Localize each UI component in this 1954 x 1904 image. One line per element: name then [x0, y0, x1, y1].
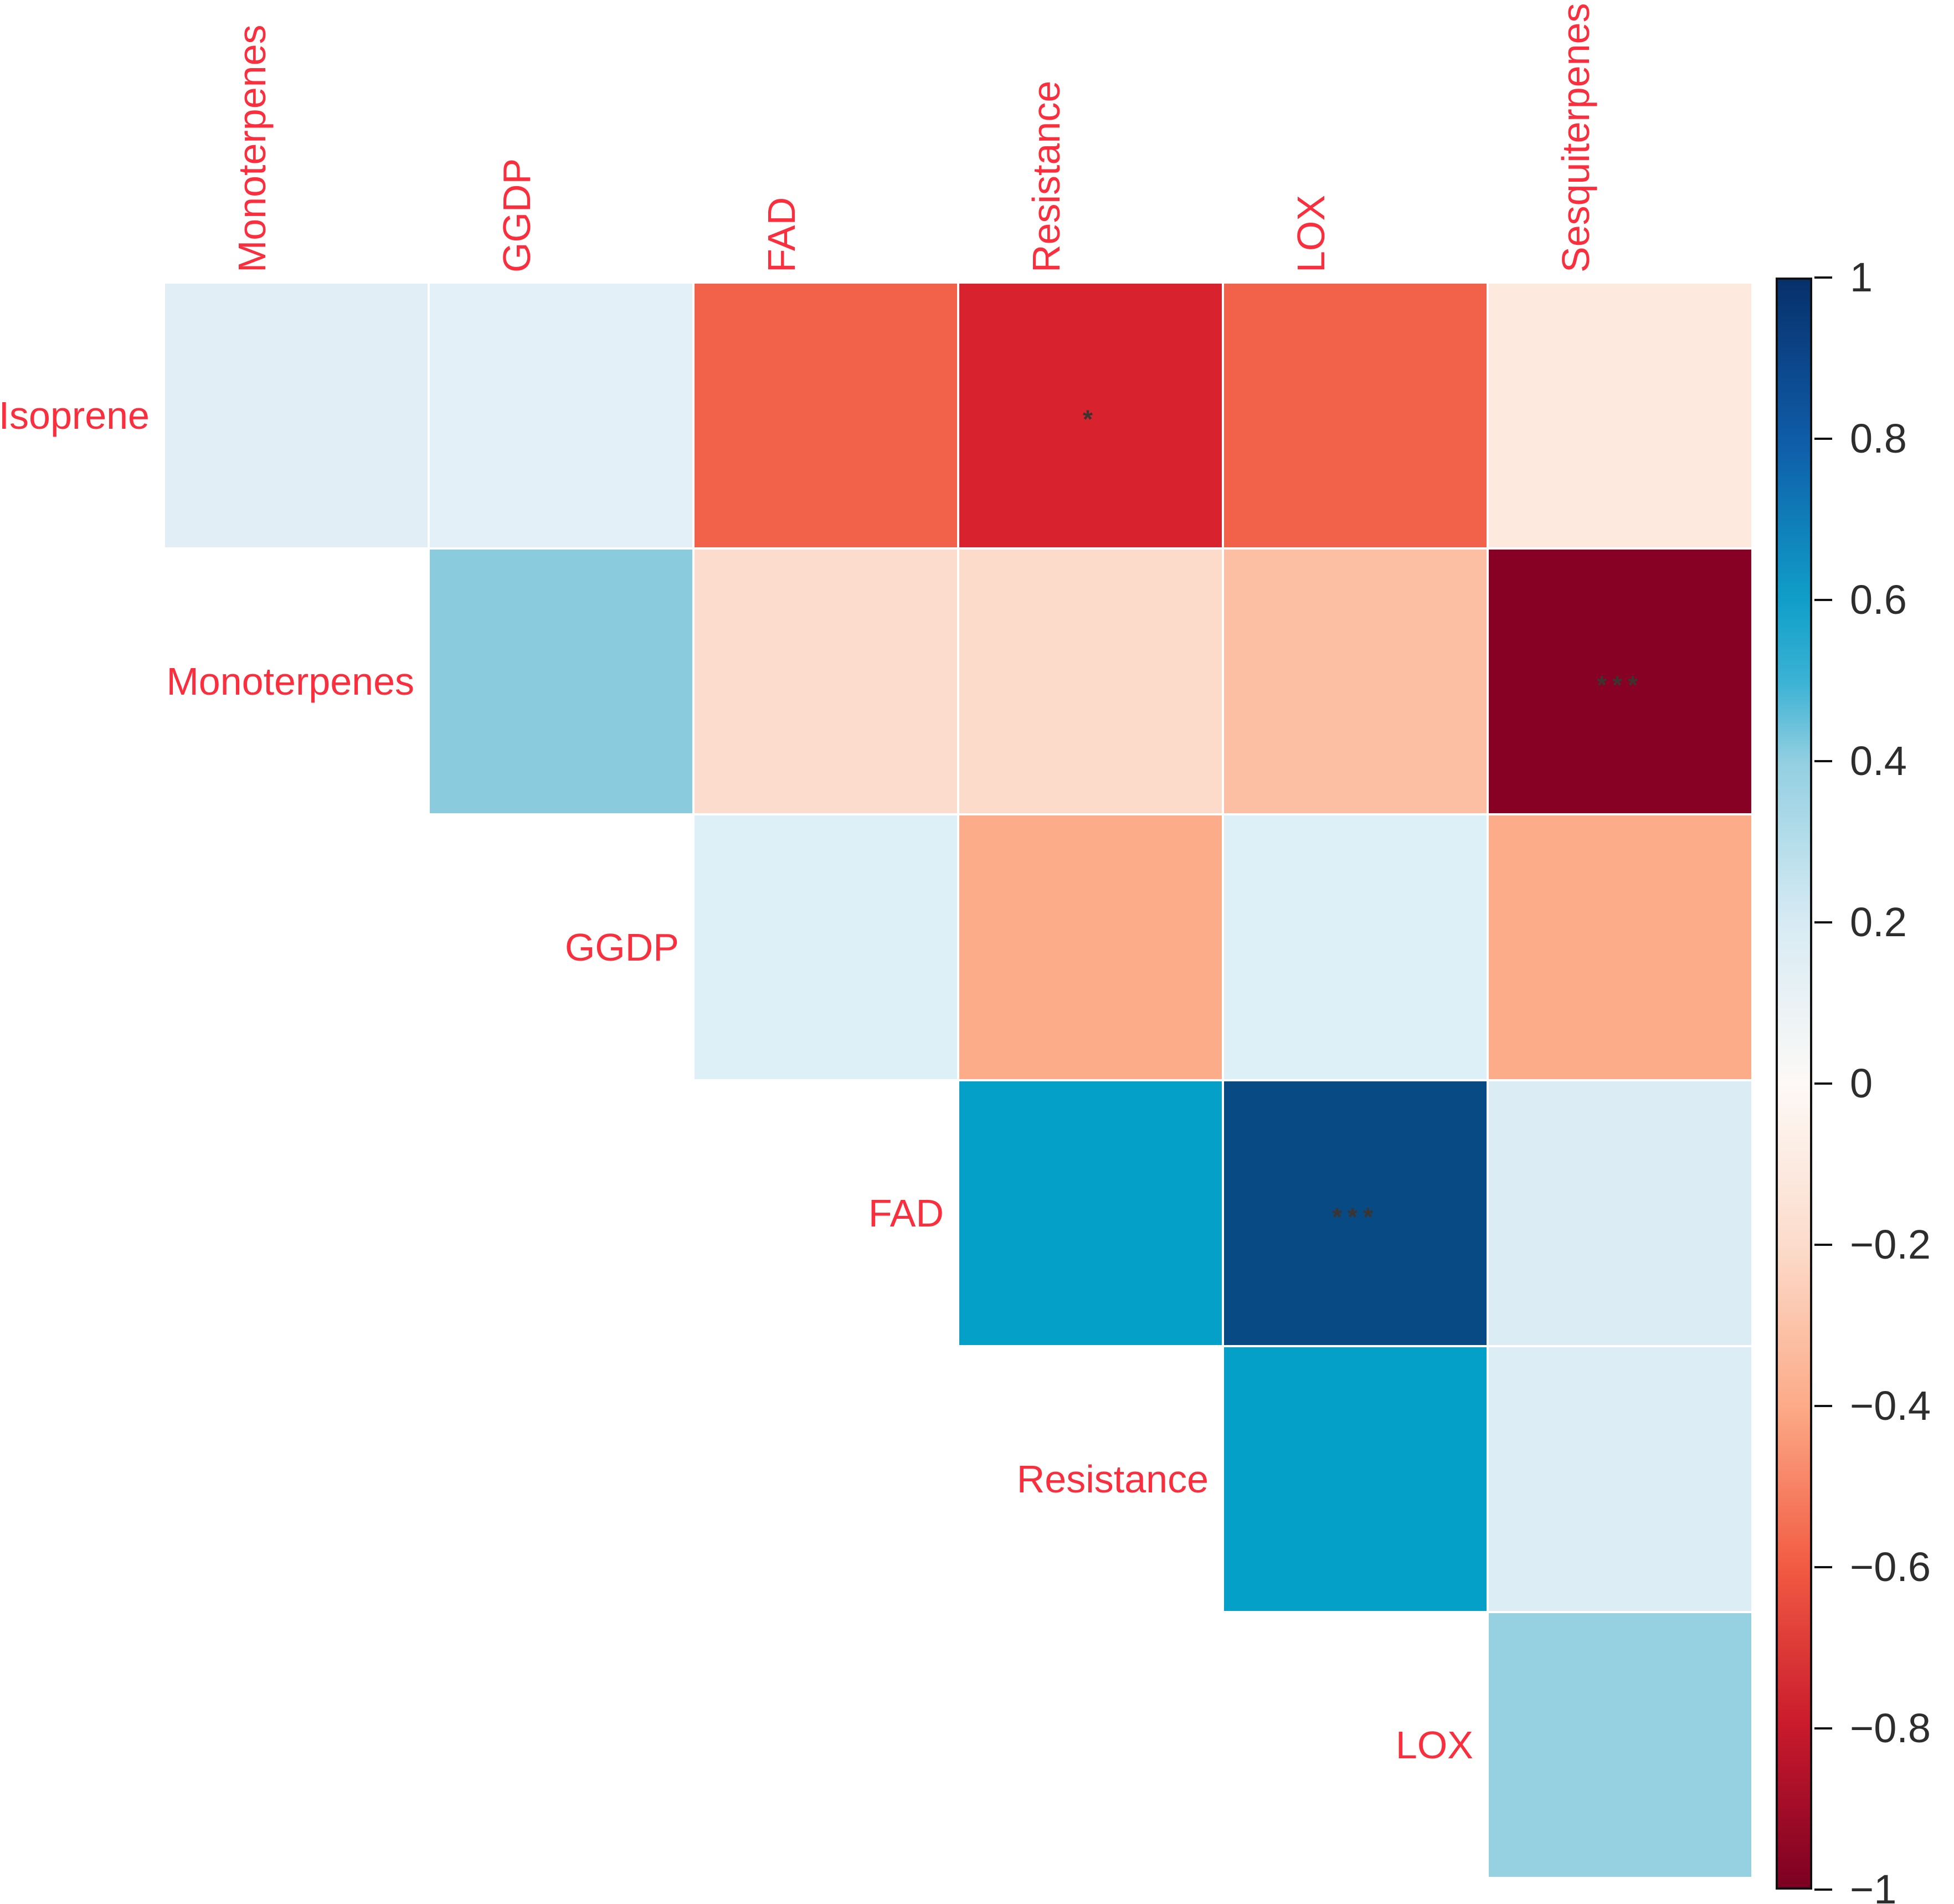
matrix-cell-monoterpenes-ggdp	[429, 548, 693, 814]
significance-stars: ***	[1332, 1202, 1379, 1231]
matrix-cell-monoterpenes-sesquiterpenes: ***	[1488, 548, 1752, 814]
colorbar-tick	[1814, 1405, 1832, 1407]
matrix-cell-monoterpenes-resistance	[958, 548, 1223, 814]
colorbar-tick-label: 0.2	[1850, 899, 1907, 945]
colorbar-tick-label: −0.4	[1850, 1383, 1931, 1429]
matrix-cell-resistance-lox	[1223, 1346, 1488, 1612]
row-label-lox: LOX	[1395, 1723, 1473, 1767]
matrix-cell-ggdp-sesquiterpenes	[1488, 814, 1752, 1080]
matrix-cell-isoprene-lox	[1223, 283, 1488, 548]
matrix-cell-isoprene-resistance: *	[958, 283, 1223, 548]
colorbar-tick-label: 0	[1850, 1060, 1873, 1106]
matrix-cell-isoprene-fad	[693, 283, 958, 548]
matrix-cell-lox-sesquiterpenes	[1488, 1612, 1752, 1878]
column-label-ggdp: GGDP	[495, 158, 538, 273]
matrix-cell-fad-lox: ***	[1223, 1080, 1488, 1346]
colorbar-tick	[1814, 1566, 1832, 1568]
colorbar-gradient	[1776, 278, 1812, 1890]
row-label-resistance: Resistance	[1016, 1457, 1209, 1501]
matrix-cell-isoprene-sesquiterpenes	[1488, 283, 1752, 548]
row-label-isoprene: Isoprene	[0, 394, 150, 437]
colorbar-tick	[1814, 921, 1832, 923]
row-label-fad: FAD	[868, 1192, 944, 1235]
column-label-lox: LOX	[1289, 194, 1333, 273]
matrix-cell-monoterpenes-lox	[1223, 548, 1488, 814]
colorbar-tick	[1814, 276, 1832, 279]
row-label-ggdp: GGDP	[564, 926, 679, 969]
matrix-cell-isoprene-monoterpenes	[164, 283, 429, 548]
colorbar-tick-label: −0.2	[1850, 1222, 1931, 1267]
colorbar-tick	[1814, 1727, 1832, 1729]
matrix-cell-monoterpenes-fad	[693, 548, 958, 814]
column-label-monoterpenes: Monoterpenes	[230, 24, 274, 273]
colorbar-tick-label: 1	[1850, 254, 1873, 300]
colorbar-tick	[1814, 1082, 1832, 1085]
colorbar-tick-label: 0.4	[1850, 738, 1907, 784]
colorbar-tick-label: 0.6	[1850, 577, 1907, 623]
colorbar-tick	[1814, 438, 1832, 440]
matrix-cell-ggdp-lox	[1223, 814, 1488, 1080]
row-label-monoterpenes: Monoterpenes	[166, 660, 414, 703]
matrix-cell-fad-sesquiterpenes	[1488, 1080, 1752, 1346]
colorbar-tick	[1814, 1244, 1832, 1246]
colorbar-tick	[1814, 599, 1832, 601]
column-label-sesquiterpenes: Sesquiterpenes	[1554, 3, 1597, 273]
colorbar-tick	[1814, 1888, 1832, 1891]
column-label-resistance: Resistance	[1025, 80, 1068, 273]
colorbar-tick-label: 0.8	[1850, 415, 1907, 461]
colorbar-tick-label: −0.8	[1850, 1705, 1931, 1751]
colorbar-tick-label: −0.6	[1850, 1544, 1931, 1590]
matrix-cell-isoprene-ggdp	[429, 283, 693, 548]
matrix-cell-resistance-sesquiterpenes	[1488, 1346, 1752, 1612]
matrix-cell-fad-resistance	[958, 1080, 1223, 1346]
colorbar-tick	[1814, 760, 1832, 762]
colorbar-tick-label: −1	[1850, 1866, 1897, 1904]
significance-stars: *	[1083, 404, 1098, 434]
matrix-cell-ggdp-fad	[693, 814, 958, 1080]
matrix-cell-ggdp-resistance	[958, 814, 1223, 1080]
column-label-fad: FAD	[760, 197, 803, 273]
significance-stars: ***	[1597, 670, 1643, 700]
